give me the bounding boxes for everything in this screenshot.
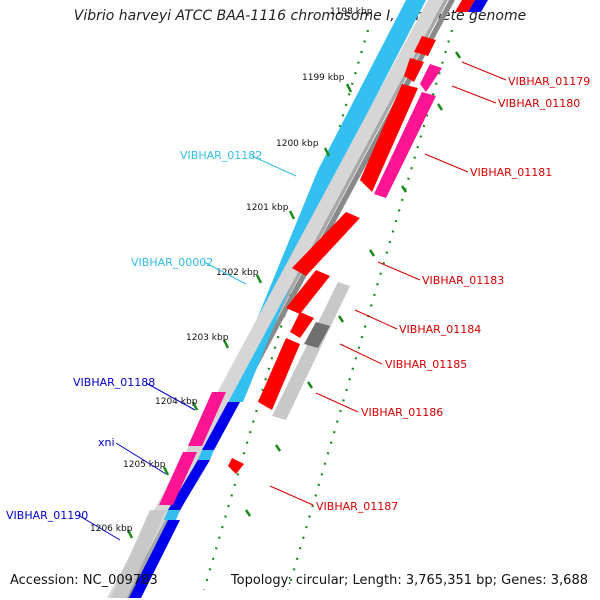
feature-cyan-small-1[interactable]: [198, 450, 214, 460]
kbp-label: 1204 kbp: [155, 397, 198, 407]
feature-blue-1[interactable]: [202, 402, 240, 450]
feature-vibhar-01179[interactable]: [414, 36, 436, 56]
gene-label[interactable]: VIBHAR_01179: [508, 75, 590, 88]
feature-vibhar-01185b[interactable]: [272, 282, 350, 420]
kbp-label: 1201 kbp: [246, 203, 289, 213]
gene-label[interactable]: VIBHAR_01190: [6, 509, 88, 522]
feature-vibhar-01183[interactable]: [292, 212, 360, 276]
feature-xni[interactable]: [159, 452, 197, 505]
feature-vibhar-01180a[interactable]: [404, 58, 424, 82]
feature-vibhar-01187[interactable]: [228, 458, 244, 474]
kbp-label: 1206 kbp: [90, 524, 133, 534]
feature-blue-3[interactable]: [128, 520, 180, 600]
gene-label[interactable]: VIBHAR_01188: [73, 376, 155, 389]
leader-lines-left-cyan: [203, 155, 297, 285]
feature-vibhar-01190[interactable]: [110, 510, 166, 600]
kbp-label: 1199 kbp: [302, 73, 345, 83]
gene-label[interactable]: VIBHAR_01185: [385, 358, 467, 371]
feature-top-blue[interactable]: [468, 0, 488, 12]
backbone-shadow: [107, 0, 444, 598]
gene-label[interactable]: VIBHAR_01186: [361, 406, 443, 419]
gene-label[interactable]: VIBHAR_01187: [316, 500, 398, 513]
feature-vibhar-01184[interactable]: [286, 270, 330, 314]
gene-label[interactable]: VIBHAR_01180: [498, 97, 580, 110]
leader-lines-left-blue: [77, 382, 196, 541]
feature-vibhar-01182[interactable]: [318, 0, 426, 170]
feature-vibhar-01180b[interactable]: [420, 64, 442, 92]
feature-cyan-small-2[interactable]: [164, 510, 180, 520]
feature-vibhar-01185-dark[interactable]: [304, 322, 330, 348]
kbp-label: 1203 kbp: [186, 333, 229, 343]
gene-label[interactable]: VIBHAR_00002: [131, 256, 213, 269]
feature-vibhar-01188[interactable]: [188, 392, 226, 446]
feature-top-red[interactable]: [455, 0, 475, 12]
feature-vibhar-01185[interactable]: [290, 312, 314, 338]
feature-vibhar-01186[interactable]: [258, 338, 300, 410]
feature-vibhar-01181[interactable]: [360, 84, 418, 192]
accession-text: Accession: NC_009783: [10, 573, 158, 588]
gene-label[interactable]: xni: [98, 436, 115, 449]
ruler-ticks: [126, 51, 462, 539]
topology-text: Topology: circular; Length: 3,765,351 bp…: [230, 573, 588, 588]
gene-label[interactable]: VIBHAR_01184: [399, 323, 481, 336]
kbp-label: 1200 kbp: [276, 139, 319, 149]
gene-label[interactable]: VIBHAR_01182: [180, 149, 262, 162]
gene-label[interactable]: VIBHAR_01183: [422, 274, 504, 287]
feature-blue-2[interactable]: [168, 460, 210, 510]
gene-label[interactable]: VIBHAR_01181: [470, 166, 552, 179]
kbp-label: 1205 kbp: [123, 460, 166, 470]
kbp-label: 1202 kbp: [216, 268, 259, 278]
leader-lines-right: [269, 61, 507, 506]
feature-vibhar-01181b[interactable]: [374, 92, 436, 198]
kbp-label: 1198 kbp: [330, 7, 373, 17]
